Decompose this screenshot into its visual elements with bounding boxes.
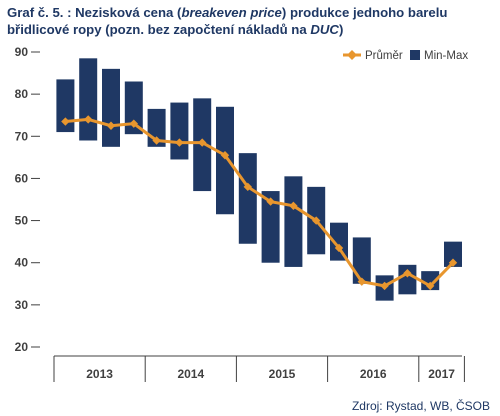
average-point: [152, 136, 161, 145]
legend-minmax-label: Min-Max: [424, 50, 468, 62]
y-tick-label: 70: [15, 129, 29, 143]
chart-title: Graf č. 5. : Nezisková cena (breakeven p…: [7, 5, 448, 37]
average-point: [448, 258, 458, 267]
x-tick-label: 2013: [86, 367, 113, 381]
source-note: Zdroj: Rystad, WB, ČSOB: [352, 398, 490, 413]
average-point: [357, 277, 366, 286]
y-tick-label: 40: [15, 256, 29, 270]
minmax-bar: [79, 58, 98, 141]
minmax-bar: [56, 79, 75, 133]
minmax-bar: [261, 191, 280, 263]
average-point: [243, 182, 252, 192]
average-line: [65, 117, 455, 288]
x-tick-label: 2014: [177, 367, 204, 381]
y-tick-label: 80: [15, 87, 29, 101]
y-tick-label: 30: [15, 298, 29, 312]
y-tick-label: 50: [15, 214, 29, 228]
minmax-bar: [238, 153, 257, 244]
minmax-bar: [421, 271, 440, 291]
x-tick-label: 2016: [360, 367, 387, 381]
minmax-bar: [170, 102, 189, 160]
x-tick-label: 2015: [269, 367, 296, 381]
average-point: [175, 138, 184, 147]
average-point: [403, 269, 412, 278]
average-point: [312, 216, 321, 225]
average-point: [198, 138, 207, 147]
minmax-bar: [398, 264, 417, 295]
average-point: [289, 201, 298, 211]
y-tick-label: 90: [15, 45, 29, 59]
average-point: [334, 243, 344, 253]
minmax-bar: [284, 176, 303, 267]
minmax-bar: [216, 106, 234, 215]
average-point: [220, 151, 230, 160]
average-point: [84, 115, 93, 124]
average-point: [106, 121, 116, 130]
minmax-bar: [444, 241, 462, 267]
legend-average-label: Průměr: [365, 50, 403, 62]
y-tick-label: 20: [15, 340, 29, 354]
average-point: [61, 117, 70, 126]
average-point: [266, 197, 275, 206]
minmax-bar: [102, 68, 120, 147]
minmax-bar: [124, 81, 143, 135]
legend-average-marker: [347, 50, 357, 60]
minmax-bar: [352, 237, 371, 284]
average-point: [426, 281, 435, 291]
legend-minmax-swatch: [410, 50, 420, 60]
y-tick-label: 60: [15, 171, 29, 185]
average-point: [380, 281, 389, 291]
x-tick-label: 2017: [428, 367, 455, 381]
minmax-bar: [330, 222, 348, 261]
average-point: [129, 119, 138, 128]
